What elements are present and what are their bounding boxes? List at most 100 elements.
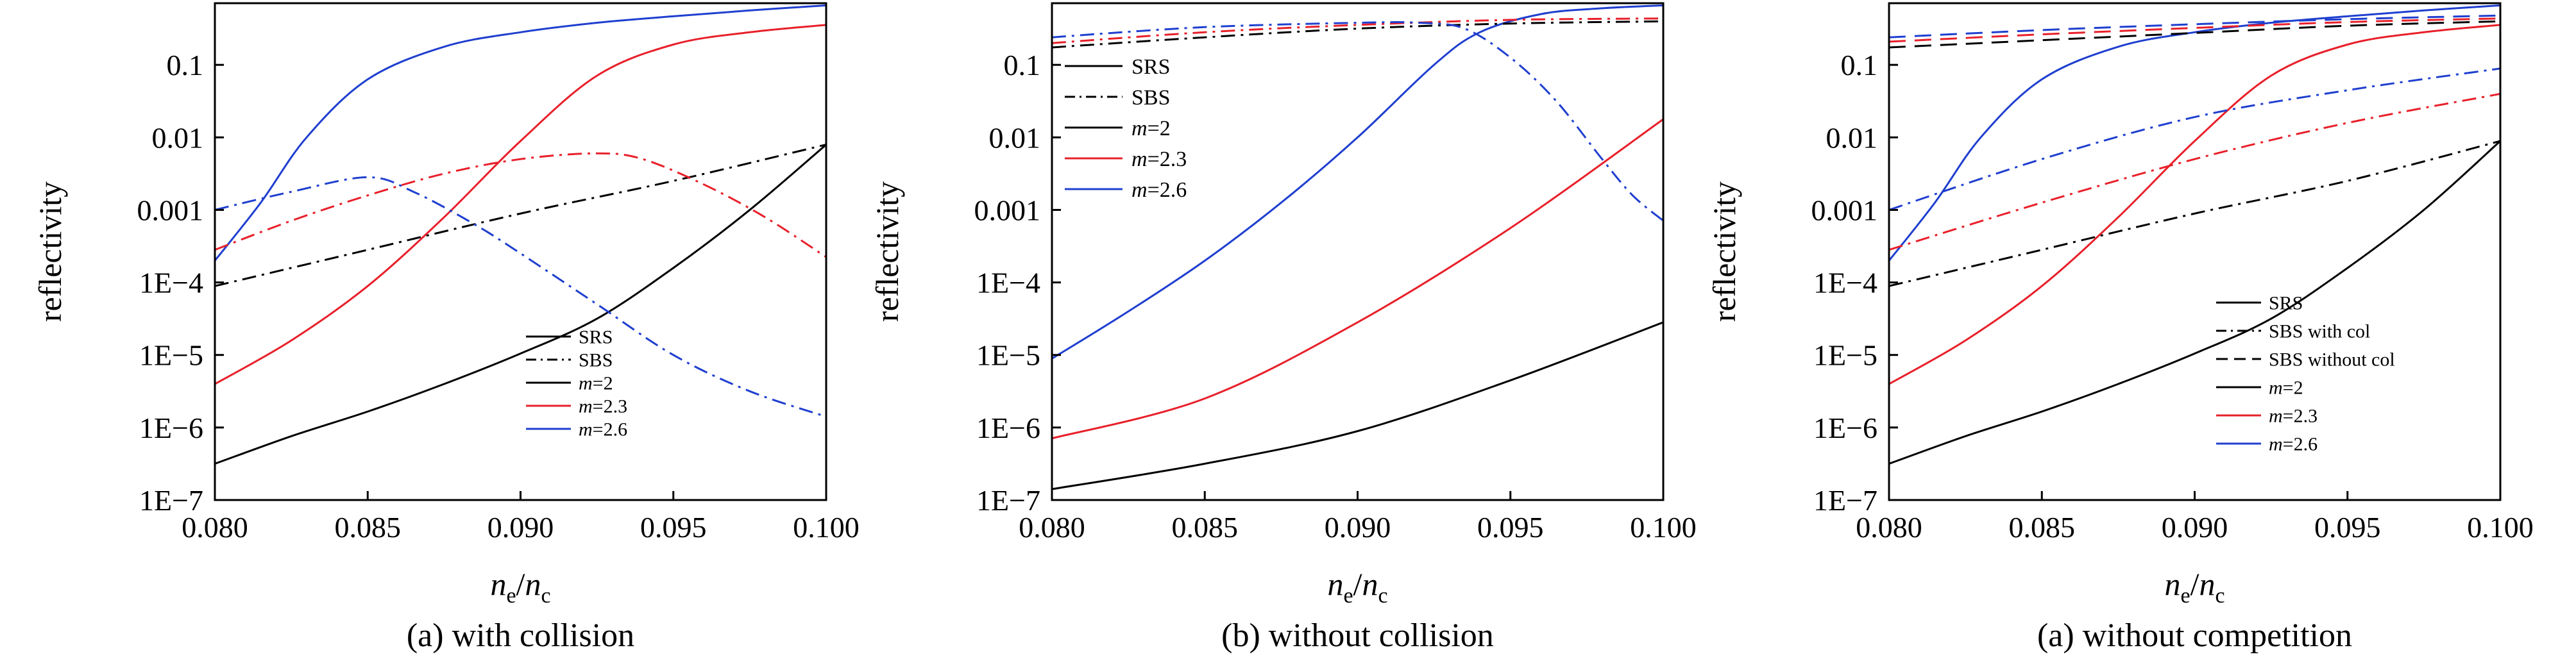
y-tick-label: 0.001 [1811, 194, 1878, 226]
legend-label-var: m [1131, 178, 1148, 202]
y-tick-label: 1E−7 [139, 484, 203, 517]
y-tick-label: 1E−4 [139, 267, 203, 299]
y-tick-label: 0.001 [137, 194, 204, 226]
chart-panel-3: 0.080 0.085 0.090 0.095 0.100 1E−7 1E−6 1E−5 1E−… [1706, 2, 2534, 654]
y-tick-label: 0.001 [974, 194, 1041, 226]
series-line-6 [1889, 67, 2500, 211]
y-tick-label: 1E−5 [1813, 339, 1877, 372]
series-group [1052, 4, 1663, 490]
y-tick-label: 0.01 [989, 121, 1041, 154]
x-axis-title-var: n [2199, 566, 2215, 602]
x-tick-label: 0.080 [1019, 511, 1085, 544]
x-axis-title-sub: e [506, 584, 516, 608]
legend-label: m=2.6 [2269, 434, 2318, 455]
panel-caption: (b) without collision [1221, 617, 1494, 654]
legend-label-var: m [579, 373, 593, 394]
x-tick-label: 0.090 [2162, 511, 2228, 544]
x-axis-title-var: n [525, 566, 541, 602]
y-axis-title: reflectivity [869, 181, 905, 322]
panel-caption: (a) without competition [2037, 617, 2352, 654]
x-tick-label: 0.090 [1325, 511, 1391, 544]
legend-label-value: =2.3 [593, 396, 627, 417]
x-axis-title-sub: e [2180, 584, 2190, 608]
y-tick-label: 1E−4 [976, 267, 1040, 299]
x-axis-title-sub: c [1378, 584, 1387, 608]
legend-label: SBS with col [2269, 321, 2370, 342]
legend-label-var: m [1131, 117, 1148, 140]
x-tick-label: 0.090 [487, 511, 554, 544]
legend-label-value: =2.3 [1148, 147, 1187, 171]
legend-label-var: m [1131, 147, 1148, 171]
x-tick-label: 0.080 [1856, 511, 1922, 544]
series-line-8 [1889, 17, 2500, 43]
y-axis-title: reflectivity [32, 181, 68, 322]
series-line-3 [1052, 4, 1663, 360]
legend-label-value: =2.6 [593, 419, 627, 440]
series-line-4 [215, 144, 826, 287]
series-line-2 [1889, 24, 2500, 385]
y-axis-title: reflectivity [1706, 181, 1742, 322]
series-line-3 [215, 4, 826, 262]
x-tick-label: 0.100 [2467, 511, 2534, 544]
legend-label: SBS [1131, 86, 1171, 110]
panel-caption: (a) with collision [407, 617, 634, 654]
legend-label-var: m [2269, 434, 2283, 455]
x-axis-title-sep: / [516, 566, 525, 602]
series-line-4 [1052, 20, 1663, 49]
y-tick-label: 0.01 [152, 121, 204, 154]
x-axis-title: ne/nc [490, 566, 550, 608]
y-tick-label: 0.01 [1826, 121, 1878, 154]
series-line-5 [1052, 17, 1663, 44]
x-axis-title-sep: / [1353, 566, 1362, 602]
y-tick-label: 1E−5 [976, 339, 1040, 372]
legend-label-value: =2.6 [1148, 178, 1187, 202]
legend-label-value: =2.3 [2283, 406, 2318, 427]
legend-label: SRS [579, 327, 613, 348]
y-tick-label: 0.1 [1004, 49, 1041, 81]
series-line-5 [215, 152, 826, 258]
series-line-1 [215, 144, 826, 465]
y-tick-label: 0.1 [167, 49, 204, 81]
chart-panel-2: 0.080 0.085 0.090 0.095 0.100 1E−7 1E−6 1E−5 1E−… [869, 2, 1697, 654]
series-line-3 [1889, 4, 2500, 262]
x-tick-label: 0.085 [1172, 511, 1239, 544]
x-tick-label: 0.100 [793, 511, 860, 544]
legend-label: m=2 [579, 373, 613, 394]
series-line-5 [1889, 92, 2500, 251]
x-axis-title-var: n [2164, 566, 2180, 602]
legend-label-value: =2 [593, 373, 613, 394]
y-tick-label: 1E−6 [1813, 412, 1877, 444]
legend-label: m=2.6 [579, 419, 627, 440]
series-line-2 [1052, 118, 1663, 440]
series-group [215, 4, 826, 465]
x-axis-title-sub: e [1343, 584, 1353, 608]
x-axis-title-sep: / [2190, 566, 2199, 602]
legend-label: m=2.6 [1131, 178, 1187, 202]
x-tick-label: 0.095 [1477, 511, 1544, 544]
legend-label-var: m [579, 396, 593, 417]
x-axis-title-var: n [1327, 566, 1343, 602]
x-axis-title: ne/nc [2164, 566, 2224, 608]
series-line-1 [1889, 140, 2500, 465]
x-tick-label: 0.085 [335, 511, 402, 544]
series-line-4 [1889, 140, 2500, 287]
legend-label-value: =2 [2283, 378, 2303, 399]
legend-label: m=2 [1131, 117, 1171, 140]
y-tick-label: 0.1 [1841, 49, 1878, 81]
x-tick-label: 0.080 [182, 511, 248, 544]
y-tick-label: 1E−5 [139, 339, 203, 372]
legend-label: m=2 [2269, 378, 2303, 399]
legend-label-value: =2 [1148, 117, 1171, 140]
legend-label-var: m [2269, 378, 2283, 399]
chart-panel-1: 0.080 0.085 0.090 0.095 0.100 1E−7 1E−6 1E−5 1E−… [32, 2, 860, 654]
legend-label: m=2.3 [1131, 147, 1187, 171]
x-tick-label: 0.095 [2314, 511, 2381, 544]
x-tick-label: 0.100 [1630, 511, 1697, 544]
y-tick-label: 1E−7 [1813, 484, 1877, 517]
legend-label: SRS [2269, 293, 2303, 314]
legend-label: SRS [1131, 55, 1171, 79]
legend-label: m=2.3 [2269, 406, 2318, 427]
